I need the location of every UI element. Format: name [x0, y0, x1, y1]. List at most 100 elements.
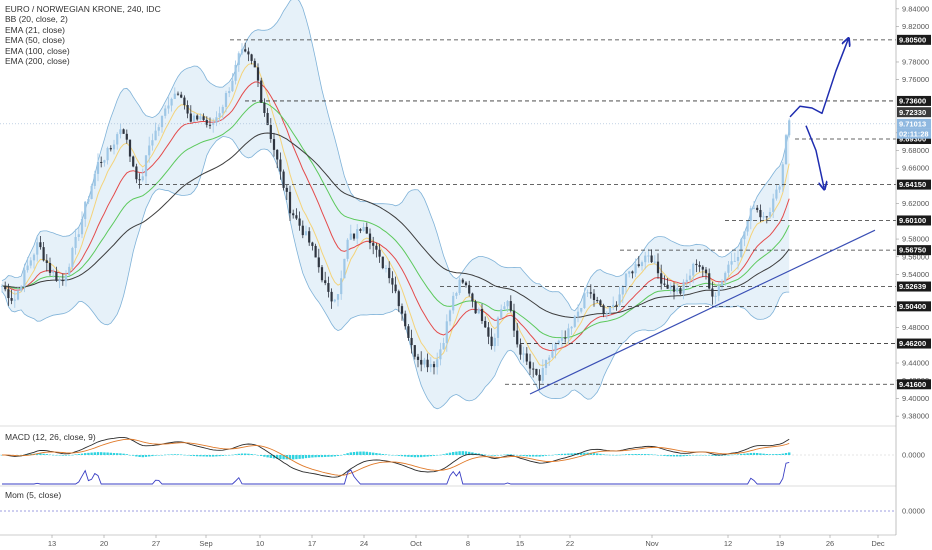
- level-tag-9.60100: 9.60100: [899, 216, 926, 225]
- candle-body: [333, 299, 336, 302]
- macd-hist-bar: [528, 455, 532, 457]
- candle-body: [404, 313, 407, 327]
- candle-body: [752, 207, 756, 209]
- candle-body: [570, 326, 573, 329]
- macd-hist-bar: [458, 451, 461, 455]
- candle-body: [487, 327, 490, 337]
- candle-body: [538, 374, 541, 381]
- macd-hist-bar: [599, 453, 602, 455]
- tick-label-9.84000: 9.84000: [902, 4, 929, 13]
- candle-body: [317, 257, 320, 268]
- candle-body: [784, 135, 788, 165]
- indicator-ema100[interactable]: EMA (100, close): [5, 45, 70, 56]
- macd-hist-bar: [237, 453, 240, 455]
- level-tag-9.46200: 9.46200: [899, 339, 926, 348]
- macd-hist-bar: [503, 454, 506, 456]
- level-tag-9.52639: 9.52639: [899, 282, 926, 291]
- macd-hist-bar: [138, 455, 141, 457]
- candle-body: [711, 288, 714, 297]
- macd-hist-bar: [183, 454, 186, 456]
- macd-hist-bar: [208, 455, 212, 457]
- macd-hist-bar: [148, 455, 151, 457]
- macd-hist-bar: [224, 455, 228, 456]
- level-tag-bg: [897, 245, 931, 256]
- macd-hist-bar: [68, 455, 71, 456]
- macd-hist-bar: [154, 455, 157, 456]
- macd-hist-bar: [205, 455, 208, 457]
- macd-hist-bar: [349, 452, 352, 455]
- candle-body: [224, 93, 228, 107]
- macd-hist-bar: [196, 455, 199, 457]
- macd-hist-bar: [631, 454, 634, 455]
- candle-body: [199, 116, 202, 120]
- candle-body: [39, 242, 42, 248]
- candle-body: [100, 161, 103, 163]
- candle-body: [372, 243, 375, 246]
- macd-hist-bar: [48, 454, 52, 456]
- macd-hist-bar: [538, 455, 541, 457]
- macd-hist-bar: [330, 455, 333, 457]
- mom-label[interactable]: Mom (5, close): [5, 490, 62, 500]
- candle-body: [192, 115, 196, 122]
- macd-hist-bar: [669, 455, 672, 457]
- time-label-26: 26: [826, 539, 834, 548]
- macd-hist-bar: [269, 455, 272, 458]
- candle-body: [23, 270, 26, 287]
- indicator-ema50[interactable]: EMA (50, close): [5, 35, 65, 46]
- indicator-ema21[interactable]: EMA (21, close): [5, 24, 65, 35]
- macd-hist-bar: [551, 454, 554, 456]
- macd-hist-bar: [420, 455, 423, 458]
- macd-hist-bar: [788, 452, 791, 455]
- macd-hist-bar: [720, 455, 724, 456]
- macd-hist-bar: [132, 455, 135, 456]
- macd-hist-bar: [100, 452, 103, 455]
- candle-body: [509, 301, 512, 311]
- indicator-ema200[interactable]: EMA (200, close): [5, 56, 70, 67]
- macd-label[interactable]: MACD (12, 26, close, 9): [5, 432, 96, 442]
- macd-hist-bar: [365, 451, 368, 455]
- candle-body: [474, 301, 477, 314]
- level-tag-9.73600: 9.73600: [899, 97, 926, 106]
- macd-hist-bar: [157, 455, 160, 456]
- macd-hist-bar: [122, 453, 125, 455]
- indicator-bb[interactable]: BB (20, close, 2): [5, 14, 68, 25]
- candle-body: [605, 313, 608, 315]
- candle-body: [522, 353, 525, 355]
- candle-body: [698, 265, 701, 267]
- macd-hist-bar: [676, 455, 679, 457]
- macd-hist-bar: [653, 454, 656, 456]
- candle-body: [20, 286, 23, 291]
- candle-body: [221, 106, 224, 114]
- macd-hist-bar: [36, 453, 39, 455]
- candle-body: [58, 280, 61, 282]
- candle-body: [64, 274, 68, 282]
- macd-hist-bar: [93, 452, 96, 455]
- macd-hist-bar: [688, 455, 692, 456]
- macd-hist-bar: [624, 454, 628, 455]
- candle-body: [285, 187, 288, 192]
- candle-body: [634, 264, 637, 274]
- tick-label-9.62000: 9.62000: [902, 199, 929, 208]
- macd-hist-bar: [176, 454, 180, 455]
- macd-hist-bar: [762, 453, 765, 455]
- candle-body: [250, 54, 253, 61]
- macd-hist-bar: [522, 455, 525, 457]
- macd-hist-bar: [464, 451, 468, 455]
- candle-body: [71, 247, 74, 267]
- macd-hist-bar: [74, 454, 77, 455]
- candle-body: [295, 215, 298, 219]
- macd-hist-bar: [496, 455, 500, 456]
- candle-body: [167, 105, 170, 109]
- time-axis: 13 20 27 Sep 10 17 24 Oct 8 15 22 Nov 12 19 26 Dec: [48, 535, 885, 548]
- candle-body: [138, 179, 141, 181]
- candle-body: [74, 237, 77, 248]
- tick-label-9.40000: 9.40000: [902, 394, 929, 403]
- candle-body: [576, 311, 580, 317]
- candle-body: [640, 262, 644, 267]
- level-tag-bg: [897, 379, 931, 390]
- candle-body: [93, 173, 96, 186]
- tick-label-9.44000: 9.44000: [902, 359, 929, 368]
- time-label-Sep: Sep: [199, 539, 212, 548]
- candle-body: [688, 275, 692, 280]
